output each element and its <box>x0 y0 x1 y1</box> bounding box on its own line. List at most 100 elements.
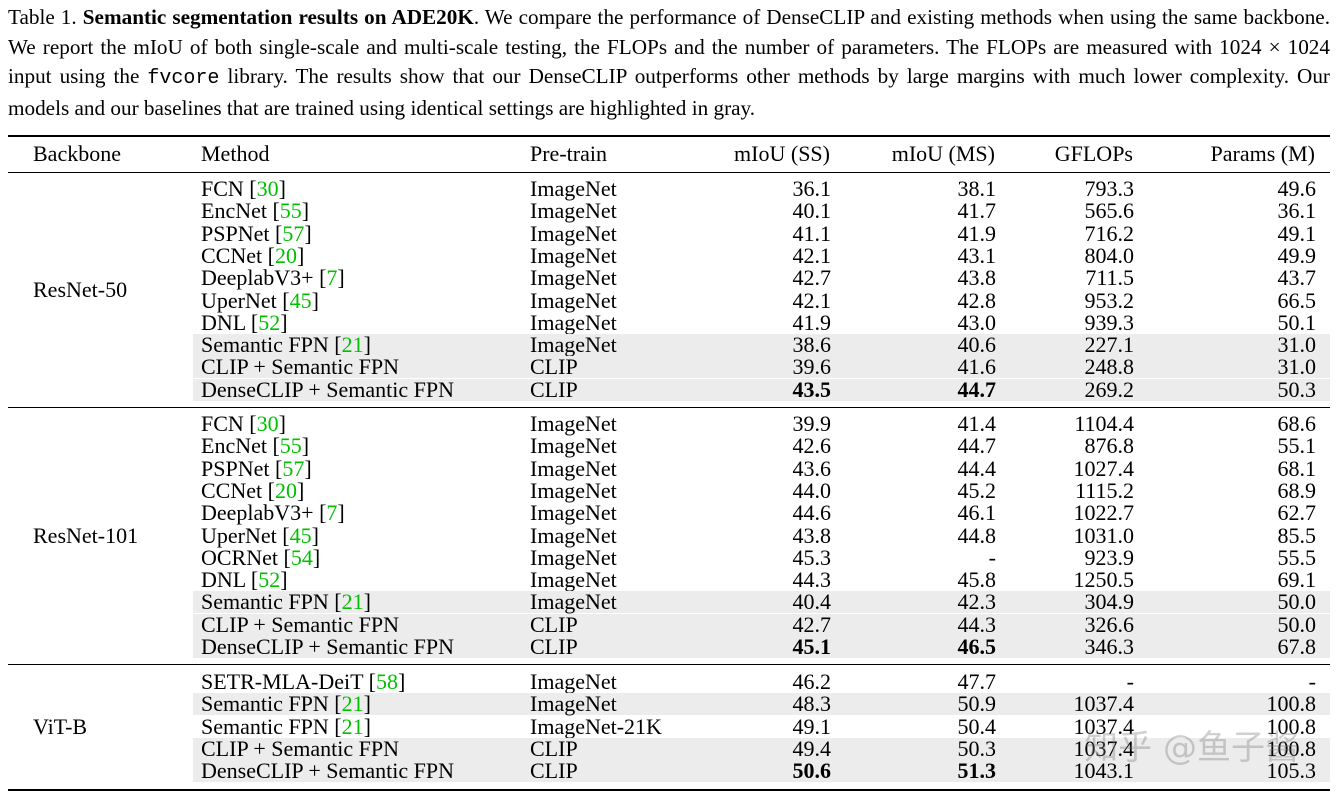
params-cell: 100.8 <box>1266 735 1317 761</box>
method-name: OCRNet <box>201 544 278 570</box>
pretrain-cell: ImageNet <box>530 544 617 570</box>
citation-link[interactable]: 21 <box>341 332 364 358</box>
citation-link[interactable]: 52 <box>258 309 281 335</box>
miou-ms-cell: 45.8 <box>957 567 997 593</box>
citation-link[interactable]: 7 <box>326 265 338 291</box>
params-cell: 105.3 <box>1266 758 1317 784</box>
caption-label: Table 1. <box>8 5 77 29</box>
miou-ss-cell: 39.9 <box>792 411 832 436</box>
method-name: DenseCLIP + Semantic FPN <box>201 376 454 402</box>
table-row: FCN [30] ImageNet 39.9 41.4 1104.4 68.6 <box>8 413 1330 435</box>
citation-link[interactable]: 57 <box>282 455 305 481</box>
gflops-cell: 326.6 <box>1084 611 1135 637</box>
table-row: CLIP + Semantic FPN CLIP 49.4 50.3 1037.4 100… <box>8 735 1330 761</box>
header-pretrain: Pre-train <box>530 141 607 166</box>
miou-ss-cell: 49.4 <box>792 735 832 761</box>
gflops-cell: - <box>1126 669 1134 694</box>
citation-link[interactable]: 45 <box>289 287 312 313</box>
citation-link[interactable]: 20 <box>274 477 297 503</box>
method-cell: DenseCLIP + Semantic FPN <box>201 760 454 782</box>
pretrain-cell: ImageNet <box>530 309 617 335</box>
miou-ss-cell: 42.1 <box>792 242 832 268</box>
table-row: PSPNet [57] ImageNet 43.6 44.4 1027.4 68.1 <box>8 455 1330 481</box>
backbone-label: ResNet-101 <box>33 522 139 548</box>
citation-link[interactable]: 21 <box>341 691 364 717</box>
method-cell: DNL [52] <box>201 309 288 335</box>
citation-link[interactable]: 30 <box>256 176 279 201</box>
miou-ms-cell: 43.8 <box>957 265 997 291</box>
miou-ms-cell: 40.6 <box>957 332 997 358</box>
table-row: DenseCLIP + Semantic FPN CLIP 45.1 46.5 346.… <box>8 636 1330 658</box>
miou-ms-cell: 46.1 <box>957 500 997 526</box>
citation-link[interactable]: 45 <box>289 522 312 548</box>
params-cell: 68.9 <box>1277 477 1317 503</box>
gflops-cell: 711.5 <box>1085 265 1134 291</box>
citation-link[interactable]: 55 <box>279 198 302 224</box>
table-row: EncNet [55] ImageNet 42.6 44.7 876.8 55.1 <box>8 435 1330 457</box>
citation-link[interactable]: 54 <box>290 544 313 570</box>
params-cell: 50.0 <box>1277 589 1317 615</box>
miou-ss-cell: 46.2 <box>792 669 832 694</box>
gflops-cell: 565.6 <box>1084 198 1135 224</box>
method-name: PSPNet <box>201 455 270 481</box>
miou-ss-cell: 36.1 <box>792 176 832 201</box>
citation-link[interactable]: 7 <box>326 500 338 526</box>
table-row: DNL [52] ImageNet 41.9 43.0 939.3 50.1 <box>8 309 1330 335</box>
citation-link[interactable]: 30 <box>256 411 279 436</box>
table-row: Semantic FPN [21] ImageNet 48.3 50.9 1037.4 1… <box>8 691 1330 717</box>
citation-link[interactable]: 57 <box>282 220 305 246</box>
params-cell: 50.3 <box>1277 376 1317 402</box>
group-rule-2 <box>8 664 1330 665</box>
citation-link[interactable]: 21 <box>341 713 364 739</box>
params-cell: 66.5 <box>1277 287 1317 313</box>
citation-link[interactable]: 21 <box>341 589 364 615</box>
method-cell: CLIP + Semantic FPN <box>201 611 399 637</box>
method-cell: DenseCLIP + Semantic FPN <box>201 376 454 402</box>
pretrain-cell: ImageNet <box>530 198 617 224</box>
citation-link[interactable]: 55 <box>279 433 302 459</box>
gflops-cell: 269.2 <box>1084 376 1135 402</box>
watermark: 知乎 @鱼子酱 <box>1084 728 1299 768</box>
method-name: CLIP + Semantic FPN <box>201 611 399 637</box>
caption-text-1: . We compare the performance of DenseCLI… <box>8 5 1330 88</box>
header-rule <box>8 172 1330 173</box>
params-cell: 49.1 <box>1277 220 1317 246</box>
method-cell: CLIP + Semantic FPN <box>201 737 399 760</box>
citation-link[interactable]: 20 <box>274 242 297 268</box>
miou-ss-cell: 43.6 <box>792 455 832 481</box>
miou-ss-cell: 49.1 <box>792 713 832 739</box>
params-cell: 49.9 <box>1277 242 1317 268</box>
method-name: DenseCLIP + Semantic FPN <box>201 758 454 784</box>
method-name: SETR-MLA-DeiT <box>201 669 364 694</box>
method-cell: DenseCLIP + Semantic FPN <box>201 636 454 658</box>
method-cell: Semantic FPN [21] <box>201 691 371 717</box>
pretrain-cell: CLIP <box>530 611 578 637</box>
method-name: EncNet <box>201 198 267 224</box>
group-rule-1 <box>8 407 1330 408</box>
params-cell: 62.7 <box>1277 500 1317 526</box>
gflops-cell: 1031.0 <box>1073 522 1135 548</box>
params-cell: 68.6 <box>1277 411 1317 436</box>
params-cell: 55.1 <box>1277 433 1317 459</box>
pretrain-cell: ImageNet <box>530 411 617 436</box>
pretrain-cell: ImageNet <box>530 265 617 291</box>
miou-ss-cell: 42.7 <box>792 265 832 291</box>
miou-ms-cell: 50.3 <box>957 735 997 761</box>
pretrain-cell: ImageNet <box>530 176 617 201</box>
pretrain-cell: ImageNet <box>530 332 617 358</box>
gflops-cell: 793.3 <box>1084 176 1135 201</box>
table-row: CCNet [20] ImageNet 44.0 45.2 1115.2 68.9 <box>8 477 1330 503</box>
citation-link[interactable]: 52 <box>258 567 281 593</box>
backbone-label: ResNet-50 <box>33 276 128 302</box>
table-row: DeeplabV3+ [7] ImageNet 44.6 46.1 1022.7 62.7 <box>8 502 1330 524</box>
miou-ss-cell: 44.6 <box>792 500 832 526</box>
gflops-cell: 716.2 <box>1084 220 1135 246</box>
miou-ss-cell: 39.6 <box>792 354 832 380</box>
top-rule <box>8 135 1330 137</box>
table-row: DenseCLIP + Semantic FPN CLIP 50.6 51.3 1043… <box>8 758 1330 784</box>
params-cell: 67.8 <box>1277 634 1317 659</box>
gflops-cell: 939.3 <box>1084 309 1135 335</box>
pretrain-cell: ImageNet <box>530 287 617 313</box>
citation-link[interactable]: 58 <box>375 669 398 694</box>
method-name: DNL <box>201 309 246 335</box>
